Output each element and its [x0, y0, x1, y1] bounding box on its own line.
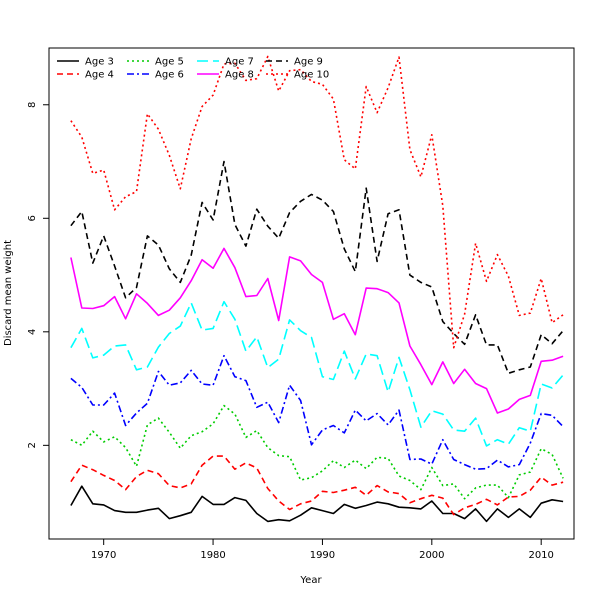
series-line-age-9: [70, 160, 564, 375]
series-line-age-6: [70, 354, 564, 471]
legend-label: Age 6: [155, 70, 184, 81]
series-line-age-10: [70, 55, 564, 349]
plot-frame: [48, 47, 575, 540]
y-tick-label: 2: [27, 442, 38, 448]
legend-label: Age 5: [155, 57, 184, 68]
series-line-age-7: [70, 300, 564, 447]
x-axis: 1970 1980 1990 2000 2010: [91, 539, 554, 561]
y-axis-title: Discard mean weight: [3, 240, 14, 346]
x-tick-label: 2000: [419, 550, 444, 561]
x-tick-label: 1990: [310, 550, 335, 561]
x-tick-label: 1970: [91, 550, 116, 561]
x-axis-title: Year: [299, 575, 322, 586]
series-line-age-8: [70, 247, 564, 414]
y-axis: 2 4 6 8: [27, 102, 49, 449]
x-tick-label: 2010: [528, 550, 553, 561]
legend-label: Age 10: [294, 70, 329, 81]
series-layer: [70, 55, 564, 523]
legend-label: Age 3: [85, 57, 114, 68]
x-tick-label: 1980: [200, 550, 225, 561]
y-tick-label: 4: [27, 329, 38, 335]
series-line-age-3: [70, 485, 564, 523]
series-line-age-5: [70, 404, 564, 500]
legend-label: Age 7: [225, 57, 254, 68]
legend: Age 3 Age 4 Age 5 Age 6 Age 7 Age 8 Age 9 Age 1…: [57, 57, 329, 81]
y-tick-label: 6: [27, 215, 38, 221]
legend-label: Age 9: [294, 57, 323, 68]
legend-label: Age 8: [225, 70, 254, 81]
series-line-age-4: [70, 455, 564, 516]
y-tick-label: 8: [27, 102, 38, 108]
legend-label: Age 4: [85, 70, 114, 81]
